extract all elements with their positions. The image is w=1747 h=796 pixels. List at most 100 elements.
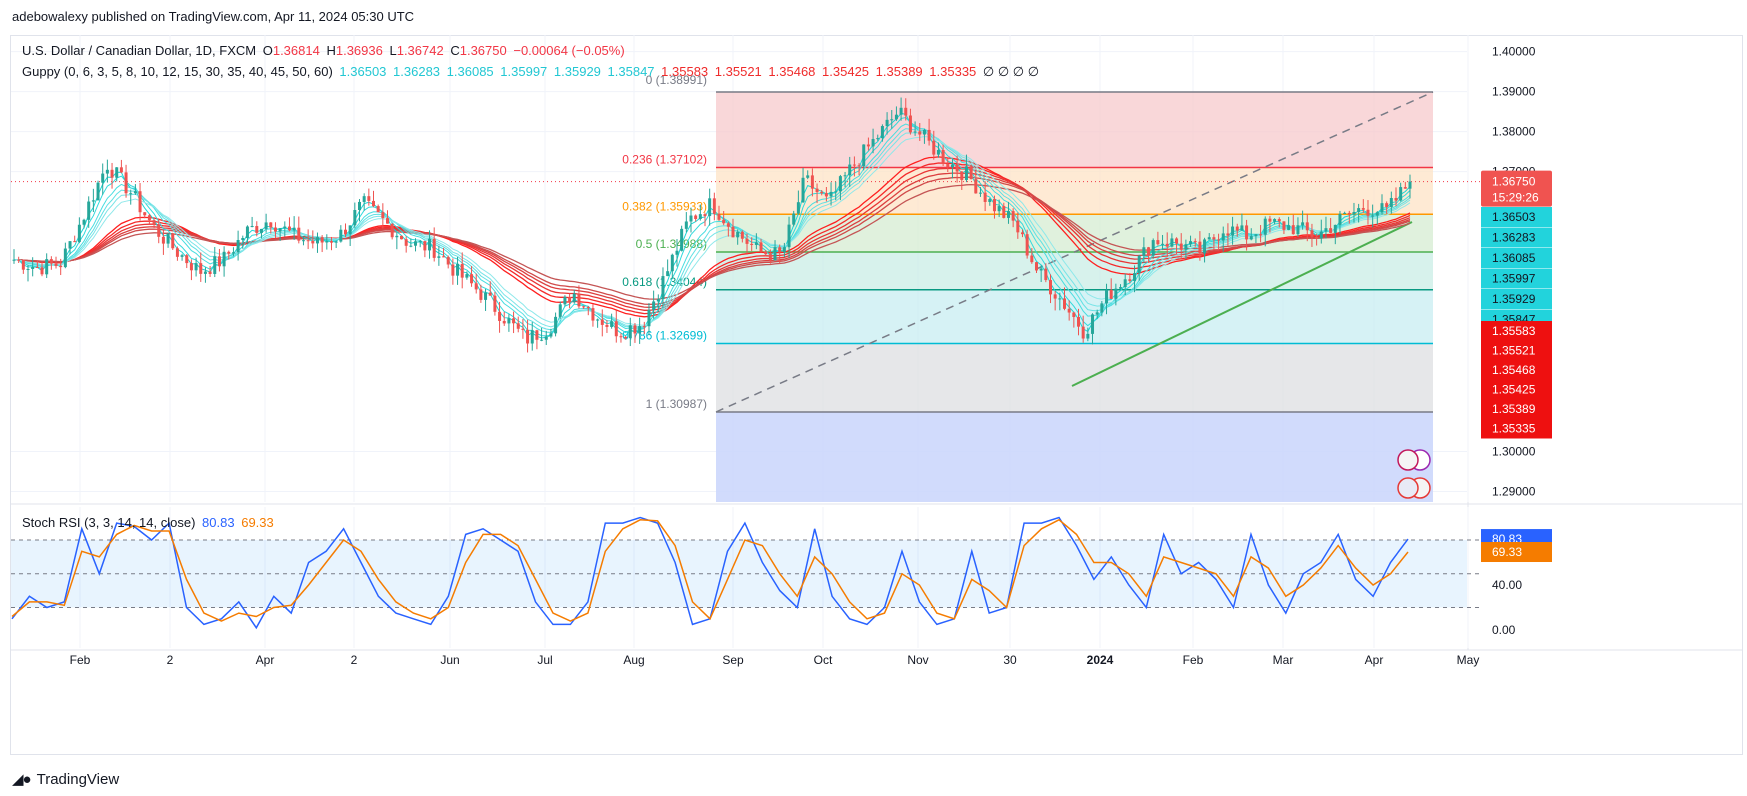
candle-body[interactable] xyxy=(26,268,30,270)
candle-body[interactable] xyxy=(488,292,492,296)
candle-body[interactable] xyxy=(386,218,390,224)
candle-body[interactable] xyxy=(1259,234,1263,236)
candle-body[interactable] xyxy=(516,323,520,329)
candle-body[interactable] xyxy=(731,226,735,238)
candle-body[interactable] xyxy=(269,222,273,228)
candle-body[interactable] xyxy=(1277,219,1281,222)
guppy-fast-ema-line[interactable] xyxy=(13,135,1411,326)
us-flag-icon[interactable] xyxy=(1397,477,1419,499)
candle-body[interactable] xyxy=(698,214,702,219)
candle-body[interactable] xyxy=(315,237,319,244)
candle-body[interactable] xyxy=(694,215,698,219)
candle-body[interactable] xyxy=(1184,244,1188,250)
candle-body[interactable] xyxy=(843,175,847,177)
candle-body[interactable] xyxy=(1109,289,1113,299)
candle-body[interactable] xyxy=(432,238,436,258)
candle-body[interactable] xyxy=(376,206,380,213)
candle-body[interactable] xyxy=(614,321,618,337)
candle-body[interactable] xyxy=(194,263,198,271)
candle-body[interactable] xyxy=(885,119,889,127)
candle-body[interactable] xyxy=(1193,241,1197,243)
candle-body[interactable] xyxy=(652,301,656,310)
candle-body[interactable] xyxy=(325,241,329,243)
candle-body[interactable] xyxy=(231,252,235,254)
candle-body[interactable] xyxy=(474,283,478,290)
candle-body[interactable] xyxy=(1287,225,1291,230)
candle-body[interactable] xyxy=(862,144,866,167)
candle-body[interactable] xyxy=(311,240,315,244)
candle-body[interactable] xyxy=(638,326,642,334)
candle-body[interactable] xyxy=(820,191,824,194)
candle-body[interactable] xyxy=(498,311,502,321)
candle-body[interactable] xyxy=(1072,312,1076,318)
candle-body[interactable] xyxy=(306,240,310,242)
candle-body[interactable] xyxy=(857,165,861,167)
candle-body[interactable] xyxy=(512,318,516,324)
candle-body[interactable] xyxy=(1067,308,1071,313)
candle-body[interactable] xyxy=(1165,243,1169,247)
candle-body[interactable] xyxy=(1025,234,1029,256)
candle-body[interactable] xyxy=(479,289,483,300)
candle-body[interactable] xyxy=(334,241,338,243)
candle-body[interactable] xyxy=(759,242,763,252)
candle-body[interactable] xyxy=(1006,211,1010,218)
candle-body[interactable] xyxy=(619,336,623,338)
candle-body[interactable] xyxy=(787,224,791,248)
candle-body[interactable] xyxy=(913,131,917,133)
candle-body[interactable] xyxy=(680,228,684,251)
candle-body[interactable] xyxy=(1315,236,1319,239)
candle-body[interactable] xyxy=(1053,294,1057,299)
candle-body[interactable] xyxy=(1095,312,1099,315)
candle-body[interactable] xyxy=(983,192,987,202)
candle-body[interactable] xyxy=(278,228,282,232)
candle-body[interactable] xyxy=(418,241,422,243)
candle-body[interactable] xyxy=(801,177,805,203)
candle-body[interactable] xyxy=(1105,289,1109,304)
candle-body[interactable] xyxy=(353,210,357,226)
candle-body[interactable] xyxy=(152,220,156,225)
candle-body[interactable] xyxy=(442,256,446,258)
candle-body[interactable] xyxy=(894,114,898,120)
candle-body[interactable] xyxy=(185,255,189,264)
candle-body[interactable] xyxy=(880,126,884,139)
candle-body[interactable] xyxy=(96,182,100,201)
candle-body[interactable] xyxy=(521,328,525,330)
candle-body[interactable] xyxy=(175,248,179,257)
candle-body[interactable] xyxy=(1030,255,1034,263)
candle-body[interactable] xyxy=(572,293,576,303)
candle-body[interactable] xyxy=(1226,233,1230,236)
candle-body[interactable] xyxy=(596,319,600,321)
guppy-legend[interactable]: Guppy (0, 6, 3, 5, 8, 10, 12, 15, 30, 35… xyxy=(22,64,1042,80)
candle-body[interactable] xyxy=(161,236,165,244)
candle-body[interactable] xyxy=(40,267,44,275)
candle-body[interactable] xyxy=(684,221,688,229)
candle-body[interactable] xyxy=(1020,232,1024,235)
candle-body[interactable] xyxy=(946,163,950,168)
candle-body[interactable] xyxy=(105,169,109,174)
candle-body[interactable] xyxy=(633,325,637,334)
candle-body[interactable] xyxy=(582,306,586,308)
candle-body[interactable] xyxy=(586,307,590,309)
candle-body[interactable] xyxy=(82,219,86,225)
candle-body[interactable] xyxy=(526,329,530,344)
candle-body[interactable] xyxy=(143,212,147,216)
candle-body[interactable] xyxy=(54,263,58,266)
candle-body[interactable] xyxy=(642,326,646,328)
candle-body[interactable] xyxy=(1058,298,1062,300)
candle-body[interactable] xyxy=(1179,243,1183,250)
candle-body[interactable] xyxy=(362,196,366,202)
candle-body[interactable] xyxy=(138,191,142,213)
candle-body[interactable] xyxy=(1301,222,1305,226)
candle-body[interactable] xyxy=(1389,198,1393,207)
fib-trend-line[interactable] xyxy=(715,91,1434,413)
candle-body[interactable] xyxy=(283,226,287,229)
candle-body[interactable] xyxy=(213,256,217,274)
candle-body[interactable] xyxy=(806,175,810,178)
candle-body[interactable] xyxy=(460,263,464,278)
candle-body[interactable] xyxy=(1156,240,1160,245)
candle-body[interactable] xyxy=(1034,262,1038,271)
candle-body[interactable] xyxy=(1375,212,1379,216)
candle-body[interactable] xyxy=(605,324,609,327)
candle-body[interactable] xyxy=(941,150,945,164)
